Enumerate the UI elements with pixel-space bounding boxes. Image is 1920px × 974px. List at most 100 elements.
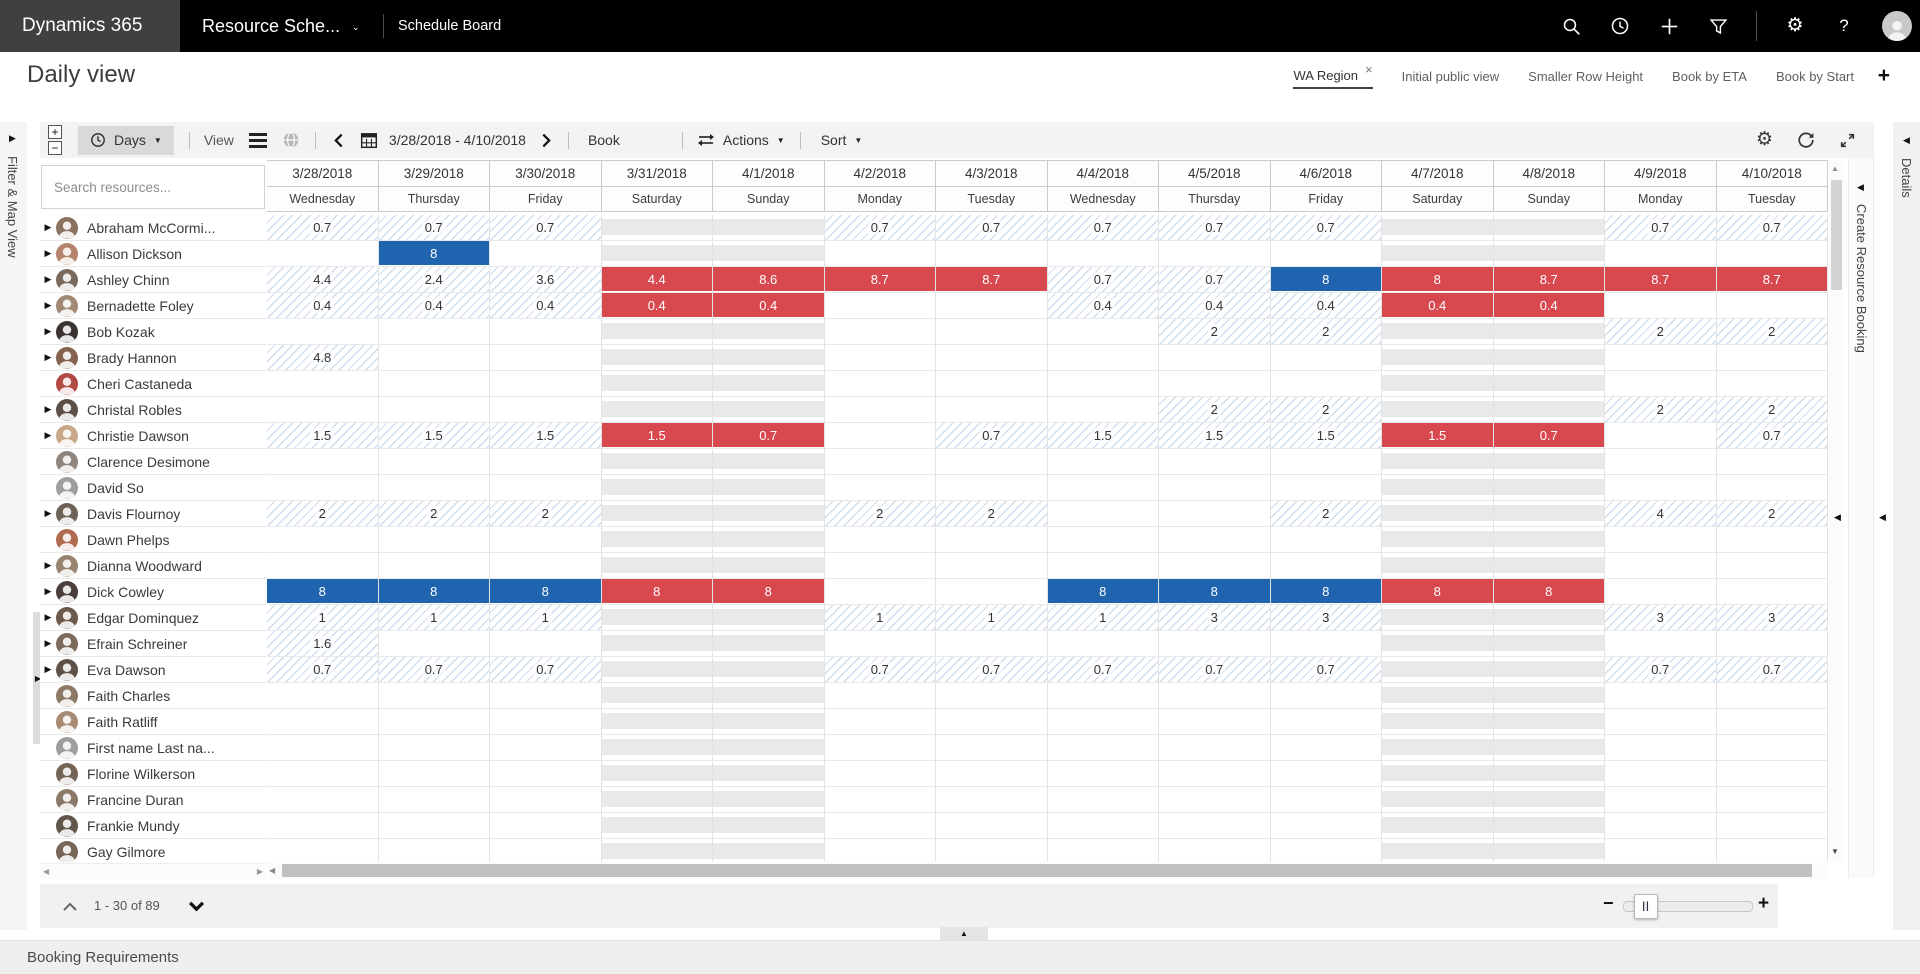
booking-cell[interactable]: [713, 657, 825, 683]
booking-cell[interactable]: [1270, 813, 1382, 839]
tab-initial-public-view[interactable]: Initial public view: [1402, 65, 1500, 88]
resource-row[interactable]: Clarence Desimone: [40, 449, 266, 475]
booking-cell[interactable]: [1493, 475, 1605, 501]
booking-cell[interactable]: [267, 735, 379, 761]
booking-cell[interactable]: [1716, 527, 1828, 553]
refresh-icon[interactable]: [1797, 131, 1815, 149]
booking-cell[interactable]: [1047, 735, 1159, 761]
booking-cell[interactable]: [825, 839, 936, 862]
booking-cell[interactable]: [1047, 241, 1159, 267]
booking-cell[interactable]: 8: [267, 579, 379, 605]
booking-cell[interactable]: [713, 241, 825, 267]
booking-cell[interactable]: [1716, 631, 1828, 657]
booking-cell[interactable]: [713, 735, 825, 761]
booking-cell[interactable]: 1: [267, 605, 379, 631]
booking-cell[interactable]: [1382, 735, 1494, 761]
tab-book-by-eta[interactable]: Book by ETA: [1672, 65, 1747, 88]
search-icon[interactable]: [1560, 15, 1582, 37]
booking-cell[interactable]: [601, 241, 713, 267]
booking-cell[interactable]: [378, 683, 490, 709]
booking-cell[interactable]: [378, 345, 490, 371]
booking-cell[interactable]: 0.4: [1047, 293, 1159, 319]
booking-cell[interactable]: [378, 553, 490, 579]
booking-cell[interactable]: 0.7: [378, 657, 490, 683]
booking-cell[interactable]: [1605, 735, 1717, 761]
resource-row[interactable]: Faith Ratliff: [40, 709, 266, 735]
booking-cell[interactable]: [490, 553, 602, 579]
booking-cell[interactable]: [1493, 657, 1605, 683]
booking-cell[interactable]: 0.7: [1159, 657, 1271, 683]
booking-cell[interactable]: [601, 475, 713, 501]
booking-cell[interactable]: [378, 761, 490, 787]
booking-cell[interactable]: 2: [1159, 319, 1271, 345]
booking-cell[interactable]: 4: [1605, 501, 1717, 527]
resource-row[interactable]: ▶ Christie Dawson: [40, 423, 266, 449]
booking-cell[interactable]: [1493, 527, 1605, 553]
booking-cell[interactable]: 8: [713, 579, 825, 605]
booking-cell[interactable]: 0.4: [378, 293, 490, 319]
booking-cell[interactable]: [267, 839, 379, 862]
tab-smaller-row-height[interactable]: Smaller Row Height: [1528, 65, 1643, 88]
booking-cell[interactable]: 1: [490, 605, 602, 631]
booking-cell[interactable]: [1270, 527, 1382, 553]
scroll-up-icon[interactable]: ▲: [1831, 164, 1839, 173]
booking-cell[interactable]: [601, 215, 713, 241]
booking-cell[interactable]: [1716, 475, 1828, 501]
booking-cell[interactable]: [378, 397, 490, 423]
user-avatar[interactable]: [1882, 11, 1912, 41]
booking-cell[interactable]: [601, 345, 713, 371]
booking-cell[interactable]: [1270, 371, 1382, 397]
booking-cell[interactable]: [1159, 735, 1271, 761]
booking-cell[interactable]: [1159, 683, 1271, 709]
booking-cell[interactable]: 0.4: [267, 293, 379, 319]
booking-cell[interactable]: 1.5: [1047, 423, 1159, 449]
booking-cell[interactable]: 3: [1270, 605, 1382, 631]
booking-cell[interactable]: [1493, 761, 1605, 787]
booking-cell[interactable]: 0.7: [1605, 657, 1717, 683]
booking-cell[interactable]: [936, 813, 1048, 839]
booking-cell[interactable]: [1270, 735, 1382, 761]
booking-cell[interactable]: 2: [824, 501, 936, 527]
booking-cell[interactable]: [490, 631, 602, 657]
booking-cell[interactable]: [1605, 709, 1717, 735]
booking-cell[interactable]: [1047, 449, 1159, 475]
zoom-in-button[interactable]: +: [1758, 893, 1770, 914]
booking-cell[interactable]: [1493, 683, 1605, 709]
booking-cell[interactable]: 8: [1382, 579, 1494, 605]
booking-cell[interactable]: [1047, 761, 1159, 787]
booking-cell[interactable]: [1493, 709, 1605, 735]
booking-cell[interactable]: [267, 449, 379, 475]
booking-cell[interactable]: 8: [1382, 267, 1494, 293]
booking-cell[interactable]: [1605, 241, 1717, 267]
booking-cell[interactable]: [824, 345, 936, 371]
booking-cell[interactable]: [713, 449, 825, 475]
map-view-icon[interactable]: [282, 131, 300, 149]
booking-cell[interactable]: [1716, 241, 1828, 267]
booking-cell[interactable]: [1382, 215, 1494, 241]
expand-arrow-icon[interactable]: ▶: [44, 274, 52, 284]
booking-cell[interactable]: 0.7: [824, 657, 936, 683]
booking-cell[interactable]: [1605, 423, 1717, 449]
resource-row[interactable]: First name Last na...: [40, 735, 266, 761]
booking-cell[interactable]: [1382, 683, 1494, 709]
grid-horizontal-scrollbar[interactable]: ◀: [267, 863, 1828, 879]
booking-cell[interactable]: [1159, 631, 1271, 657]
booking-cell[interactable]: [267, 527, 379, 553]
booking-cell[interactable]: 8: [1270, 579, 1382, 605]
booking-cell[interactable]: [713, 631, 825, 657]
booking-cell[interactable]: [378, 735, 490, 761]
previous-page-chevron-icon[interactable]: [62, 899, 78, 917]
booking-cell[interactable]: [1493, 319, 1605, 345]
booking-cell[interactable]: [713, 527, 825, 553]
booking-cell[interactable]: [1605, 683, 1717, 709]
booking-cell[interactable]: 1: [824, 605, 936, 631]
booking-cell[interactable]: [1159, 475, 1271, 501]
booking-cell[interactable]: [713, 345, 825, 371]
booking-cell[interactable]: 0.7: [713, 423, 825, 449]
booking-cell[interactable]: [1047, 371, 1159, 397]
booking-cell[interactable]: [1048, 839, 1159, 862]
booking-cell[interactable]: [824, 553, 936, 579]
expand-arrow-icon[interactable]: ▶: [44, 638, 52, 648]
booking-cell[interactable]: [1159, 501, 1271, 527]
booking-cell[interactable]: [1717, 839, 1828, 862]
